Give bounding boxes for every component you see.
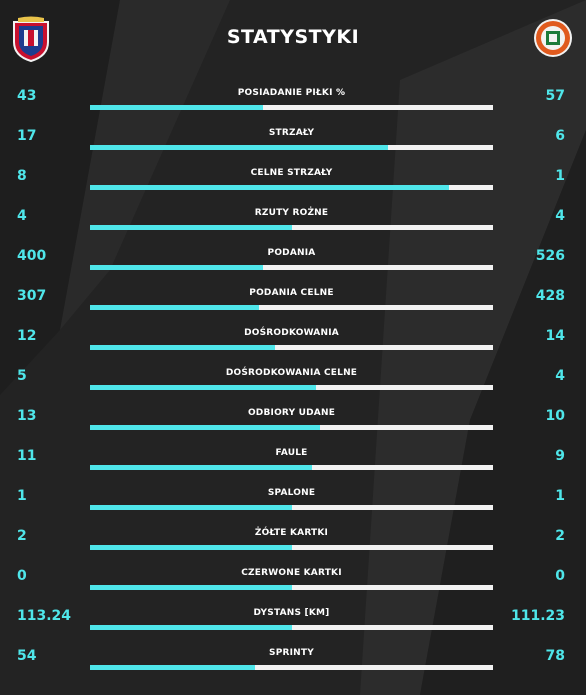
stat-label: SPRINTY	[269, 648, 314, 658]
stat-label: CELNE STRZAŁY	[250, 168, 333, 178]
away-value: 428	[535, 288, 565, 304]
comparison-bar	[90, 105, 493, 110]
stat-row: 8 CELNE STRZAŁY 1	[0, 160, 586, 200]
stat-label: ODBIORY UDANE	[247, 408, 336, 418]
comparison-bar	[90, 625, 493, 630]
home-value: 307	[17, 288, 47, 304]
zaglebie-lubin-crest-icon	[534, 19, 572, 57]
home-value: 400	[17, 248, 47, 264]
home-value: 4	[17, 208, 27, 224]
stat-label: PODANIA	[267, 248, 316, 258]
stat-row: 0 CZERWONE KARTKI 0	[0, 560, 586, 600]
stat-label: CZERWONE KARTKI	[241, 568, 342, 578]
stat-label: STRZAŁY	[268, 128, 315, 138]
comparison-bar	[90, 225, 493, 230]
stat-row: 17 STRZAŁY 6	[0, 120, 586, 160]
piast-gliwice-crest-icon	[13, 16, 49, 62]
comparison-bar	[90, 185, 493, 190]
comparison-bar	[90, 265, 493, 270]
stat-row: 43 POSIADANIE PIŁKI % 57	[0, 80, 586, 120]
comparison-bar	[90, 465, 493, 470]
stat-label: ŻÓŁTE KARTKI	[254, 528, 329, 538]
home-share-fill	[90, 185, 449, 190]
home-share-fill	[90, 625, 292, 630]
page-title: STATYSTYKI	[226, 26, 360, 48]
away-value: 9	[555, 448, 565, 464]
away-value: 6	[555, 128, 565, 144]
away-value: 4	[555, 208, 565, 224]
stats-header: STATYSTYKI	[0, 0, 586, 80]
stat-label: POSIADANIE PIŁKI %	[237, 88, 346, 98]
home-value: 17	[17, 128, 37, 144]
home-value: 54	[17, 648, 37, 664]
home-share-fill	[90, 225, 292, 230]
home-value: 43	[17, 88, 37, 104]
stat-label: SPALONE	[267, 488, 316, 498]
comparison-bar	[90, 305, 493, 310]
home-value: 2	[17, 528, 27, 544]
stat-row: 54 SPRINTY 78	[0, 640, 586, 680]
away-value: 14	[545, 328, 565, 344]
home-share-fill	[90, 145, 389, 150]
home-value: 1	[17, 488, 27, 504]
comparison-bar	[90, 665, 493, 670]
comparison-bar	[90, 145, 493, 150]
home-share-fill	[90, 105, 264, 110]
away-value: 4	[555, 368, 565, 384]
comparison-bar	[90, 345, 493, 350]
home-value: 11	[17, 448, 37, 464]
stat-row: 2 ŻÓŁTE KARTKI 2	[0, 520, 586, 560]
stat-row: 13 ODBIORY UDANE 10	[0, 400, 586, 440]
stat-label: DYSTANS [KM]	[253, 608, 330, 618]
comparison-bar	[90, 385, 493, 390]
stat-row: 400 PODANIA 526	[0, 240, 586, 280]
comparison-bar	[90, 505, 493, 510]
home-value: 8	[17, 168, 27, 184]
away-value: 2	[555, 528, 565, 544]
home-share-fill	[90, 425, 320, 430]
home-share-fill	[90, 665, 256, 670]
comparison-bar	[90, 425, 493, 430]
stat-row: 113.24 DYSTANS [KM] 111.23	[0, 600, 586, 640]
stat-row: 1 SPALONE 1	[0, 480, 586, 520]
stat-row: 12 DOŚRODKOWANIA 14	[0, 320, 586, 360]
home-share-fill	[90, 505, 292, 510]
stat-label: DOŚRODKOWANIA	[244, 328, 339, 338]
stat-row: 11 FAULE 9	[0, 440, 586, 480]
stat-label: DOŚRODKOWANIA CELNE	[225, 368, 358, 378]
comparison-bar	[90, 585, 493, 590]
away-value: 78	[545, 648, 565, 664]
stat-row: 4 RZUTY ROŻNE 4	[0, 200, 586, 240]
home-value: 12	[17, 328, 37, 344]
away-value: 1	[555, 488, 565, 504]
home-share-fill	[90, 265, 264, 270]
away-value: 0	[555, 568, 565, 584]
home-share-fill	[90, 465, 312, 470]
away-value: 111.23	[510, 608, 565, 624]
away-value: 10	[545, 408, 565, 424]
home-value: 113.24	[17, 608, 72, 624]
home-value: 0	[17, 568, 27, 584]
home-value: 13	[17, 408, 37, 424]
stat-label: RZUTY ROŻNE	[254, 208, 329, 218]
home-share-fill	[90, 345, 276, 350]
home-share-fill	[90, 385, 316, 390]
stat-row: 5 DOŚRODKOWANIA CELNE 4	[0, 360, 586, 400]
comparison-bar	[90, 545, 493, 550]
away-value: 57	[545, 88, 565, 104]
home-share-fill	[90, 545, 292, 550]
home-share-fill	[90, 305, 260, 310]
away-value: 1	[555, 168, 565, 184]
home-share-fill	[90, 585, 292, 590]
stat-row: 307 PODANIA CELNE 428	[0, 280, 586, 320]
away-value: 526	[535, 248, 565, 264]
stat-label: PODANIA CELNE	[249, 288, 334, 298]
stat-label: FAULE	[275, 448, 308, 458]
home-value: 5	[17, 368, 27, 384]
